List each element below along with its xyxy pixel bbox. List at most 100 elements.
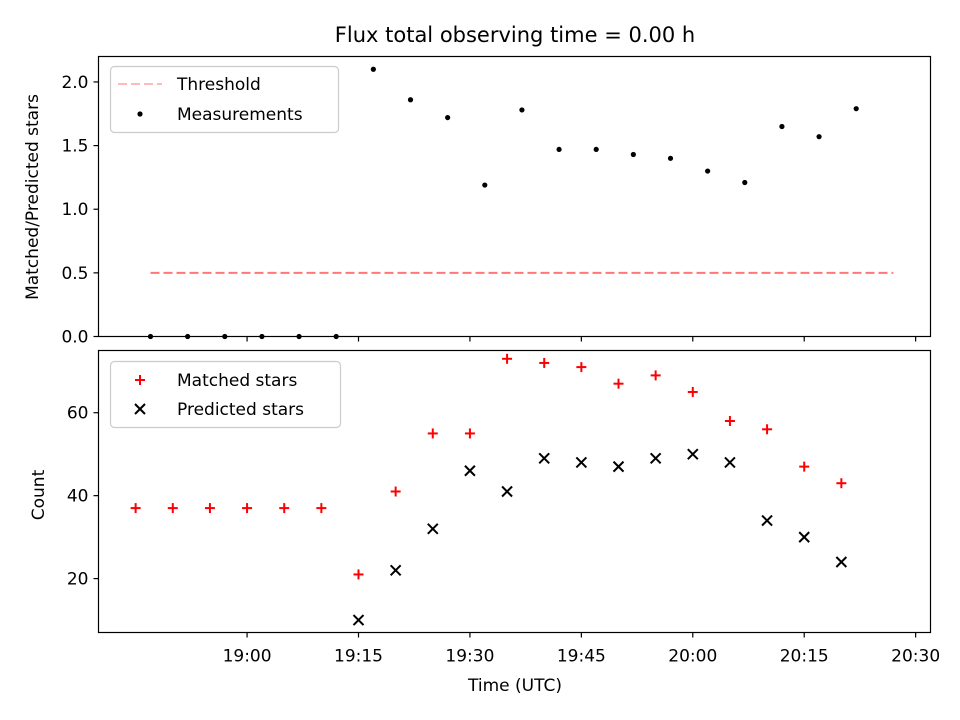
- matched-star-point: [613, 378, 624, 389]
- ratio-x-ticks: [246, 336, 917, 342]
- measurement-point: [779, 123, 785, 130]
- ratio-panel: 0.00.51.01.52.0 Matched/Predicted stars …: [23, 55, 932, 348]
- matched-star-point: [130, 503, 141, 514]
- matched-star-point: [836, 478, 847, 489]
- matched-star-point: [242, 503, 253, 514]
- measurement-point: [593, 146, 599, 153]
- measurement-point: [630, 151, 636, 158]
- measurement-point: [519, 107, 525, 113]
- x-b: [649, 452, 662, 465]
- x-b: [835, 556, 848, 568]
- count-legend: Matched stars Predicted stars: [109, 360, 342, 429]
- x-b: [464, 465, 476, 477]
- matched-star-point: [390, 486, 401, 497]
- matched-star-point: [502, 353, 513, 364]
- count-marks: [130, 353, 848, 626]
- x-tick-label: 19:00: [223, 647, 272, 667]
- predicted-star-point: [687, 448, 699, 460]
- matched-stars-legend-label: Matched stars: [177, 371, 297, 391]
- matched-star-point: [316, 503, 327, 514]
- predicted-star-point: [761, 514, 773, 527]
- matched-star-point: [353, 569, 364, 580]
- ratio-y-tick-label: 1.5: [61, 137, 88, 157]
- ratio-y-ticks: 0.0 0.5 1.0 1.5 2.0: [61, 73, 99, 348]
- measurement-point: [445, 114, 451, 121]
- x-b: [724, 456, 736, 469]
- ratio-axes-frame: [97, 55, 932, 338]
- predicted-star-point: [575, 456, 588, 469]
- predicted-star-point: [389, 564, 402, 577]
- predicted-star-point: [612, 460, 625, 473]
- count-y-tick-label: 60: [67, 404, 89, 424]
- matched-star-point: [539, 357, 550, 368]
- matched-star-point: [427, 428, 438, 439]
- x-tick-label: 19:45: [557, 647, 606, 667]
- predicted-star-point: [464, 465, 476, 477]
- x-tick-label: 20:15: [780, 647, 829, 667]
- count-axes-frame: [97, 349, 932, 634]
- matched-star-point: [724, 416, 735, 426]
- count-legend-box: [109, 360, 342, 429]
- measurements-legend-label: Measurements: [177, 105, 303, 125]
- measurement-point: [556, 146, 562, 153]
- count-y-axis-label: Count: [29, 469, 49, 520]
- measurement-point: [482, 182, 488, 188]
- count-y-ticks: 20 40 60: [67, 404, 99, 590]
- ratio-y-tick-label: 1.0: [61, 200, 88, 220]
- legend-x-b: [134, 403, 146, 415]
- matched-star-point: [279, 503, 290, 514]
- measurement-point: [742, 179, 748, 186]
- matched-star-point: [762, 424, 773, 435]
- x-b: [798, 531, 810, 543]
- x-b: [538, 452, 550, 465]
- measurement-point: [370, 66, 376, 72]
- x-b: [427, 523, 439, 535]
- measurement-point: [705, 168, 711, 174]
- measurements-legend-swatch: [137, 111, 143, 117]
- ratio-y-tick-label: 0.5: [61, 264, 88, 284]
- predicted-stars-legend-swatch: [134, 403, 146, 415]
- predicted-stars-legend-label: Predicted stars: [177, 400, 304, 420]
- x-axis-label: Time (UTC): [467, 676, 562, 696]
- x-b: [612, 460, 625, 473]
- matched-star-point: [650, 370, 661, 381]
- ratio-y-tick-label: 2.0: [61, 73, 88, 93]
- count-panel: 20 40 60 19:00 19:15 19:30 19:45 20:00 20:15 20:…: [29, 349, 940, 696]
- predicted-star-point: [798, 531, 810, 543]
- threshold-legend-label: Threshold: [176, 75, 261, 95]
- measurement-point: [667, 155, 674, 161]
- count-y-tick-label: 40: [67, 487, 89, 507]
- ratio-y-tick-label: 0.0: [61, 328, 88, 348]
- matched-stars-legend-swatch: [135, 375, 145, 385]
- matched-star-point: [799, 461, 810, 472]
- predicted-star-point: [835, 556, 848, 568]
- ratio-legend-box: [109, 65, 340, 134]
- x-tick-label: 20:00: [668, 647, 717, 667]
- predicted-star-point: [538, 452, 550, 465]
- ratio-y-axis-label: Matched/Predicted stars: [23, 94, 43, 300]
- matched-star-point: [204, 503, 215, 514]
- matched-star-point: [167, 503, 178, 514]
- matched-star-point: [687, 386, 698, 397]
- x-b: [389, 564, 402, 577]
- matched-star-point: [464, 428, 475, 439]
- x-tick-label: 19:15: [334, 647, 383, 667]
- count-y-tick-label: 20: [67, 570, 89, 590]
- x-b: [575, 456, 588, 469]
- x-b: [761, 514, 773, 527]
- predicted-star-point: [352, 614, 365, 626]
- ratio-legend: Threshold Measurements: [109, 65, 340, 134]
- predicted-star-point: [724, 456, 736, 469]
- measurement-point: [407, 97, 414, 103]
- x-tick-label: 19:30: [445, 647, 494, 667]
- matched-star-point: [576, 362, 587, 373]
- predicted-star-point: [501, 485, 513, 498]
- x-b: [352, 614, 365, 626]
- x-tick-label: 20:30: [891, 647, 940, 667]
- x-b: [687, 448, 699, 460]
- chart-title: Flux total observing time = 0.00 h: [335, 23, 695, 47]
- count-x-ticks: 19:00 19:15 19:30 19:45 20:00 20:15 20:30: [223, 632, 940, 667]
- predicted-star-point: [427, 523, 439, 535]
- measurement-point: [853, 106, 859, 112]
